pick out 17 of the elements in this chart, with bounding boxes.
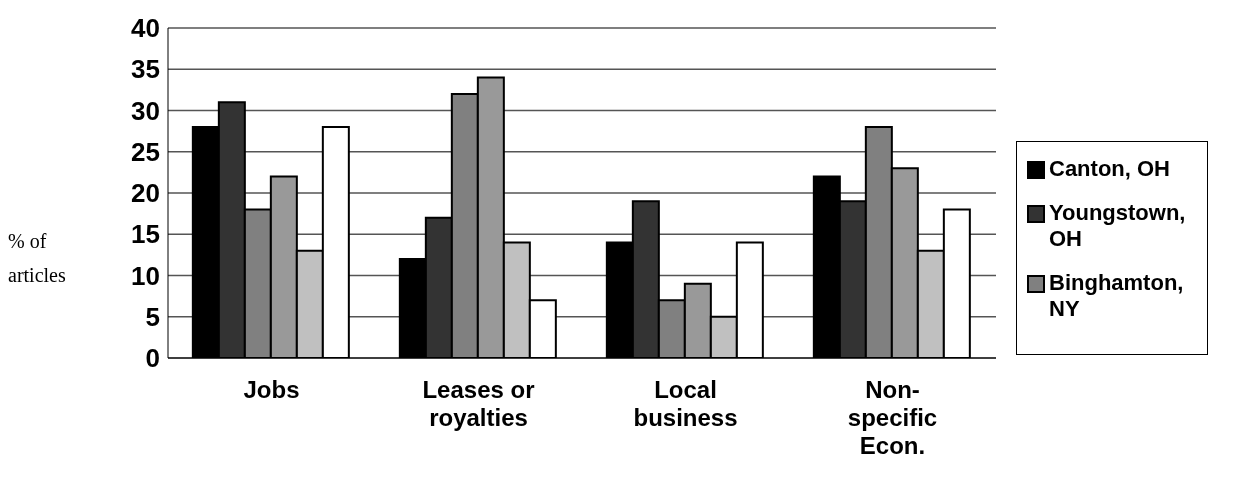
y-tick-label: 40 <box>131 13 160 44</box>
y-tick-label: 20 <box>131 178 160 209</box>
y-tick-label: 10 <box>131 260 160 291</box>
x-tick-label: Jobs <box>243 376 300 403</box>
y-tick-label: 30 <box>131 95 160 126</box>
y-tick-label: 25 <box>131 136 160 167</box>
legend-label: Canton, OH <box>1049 156 1170 182</box>
x-tick-label: Non-specific Econ. <box>847 376 938 459</box>
y-tick-label: 35 <box>131 54 160 85</box>
x-tick-label: Leases or royalties <box>422 376 535 431</box>
y-tick-label: 5 <box>145 301 160 332</box>
legend-label: Youngstown, OH <box>1049 200 1187 252</box>
y-tick-label: 0 <box>145 343 160 374</box>
y-tick-label: 15 <box>131 219 160 250</box>
legend-label: Binghamton, NY <box>1049 270 1185 322</box>
y-axis-title: % of articles <box>8 229 67 288</box>
x-tick-label: Local business <box>633 376 738 431</box>
